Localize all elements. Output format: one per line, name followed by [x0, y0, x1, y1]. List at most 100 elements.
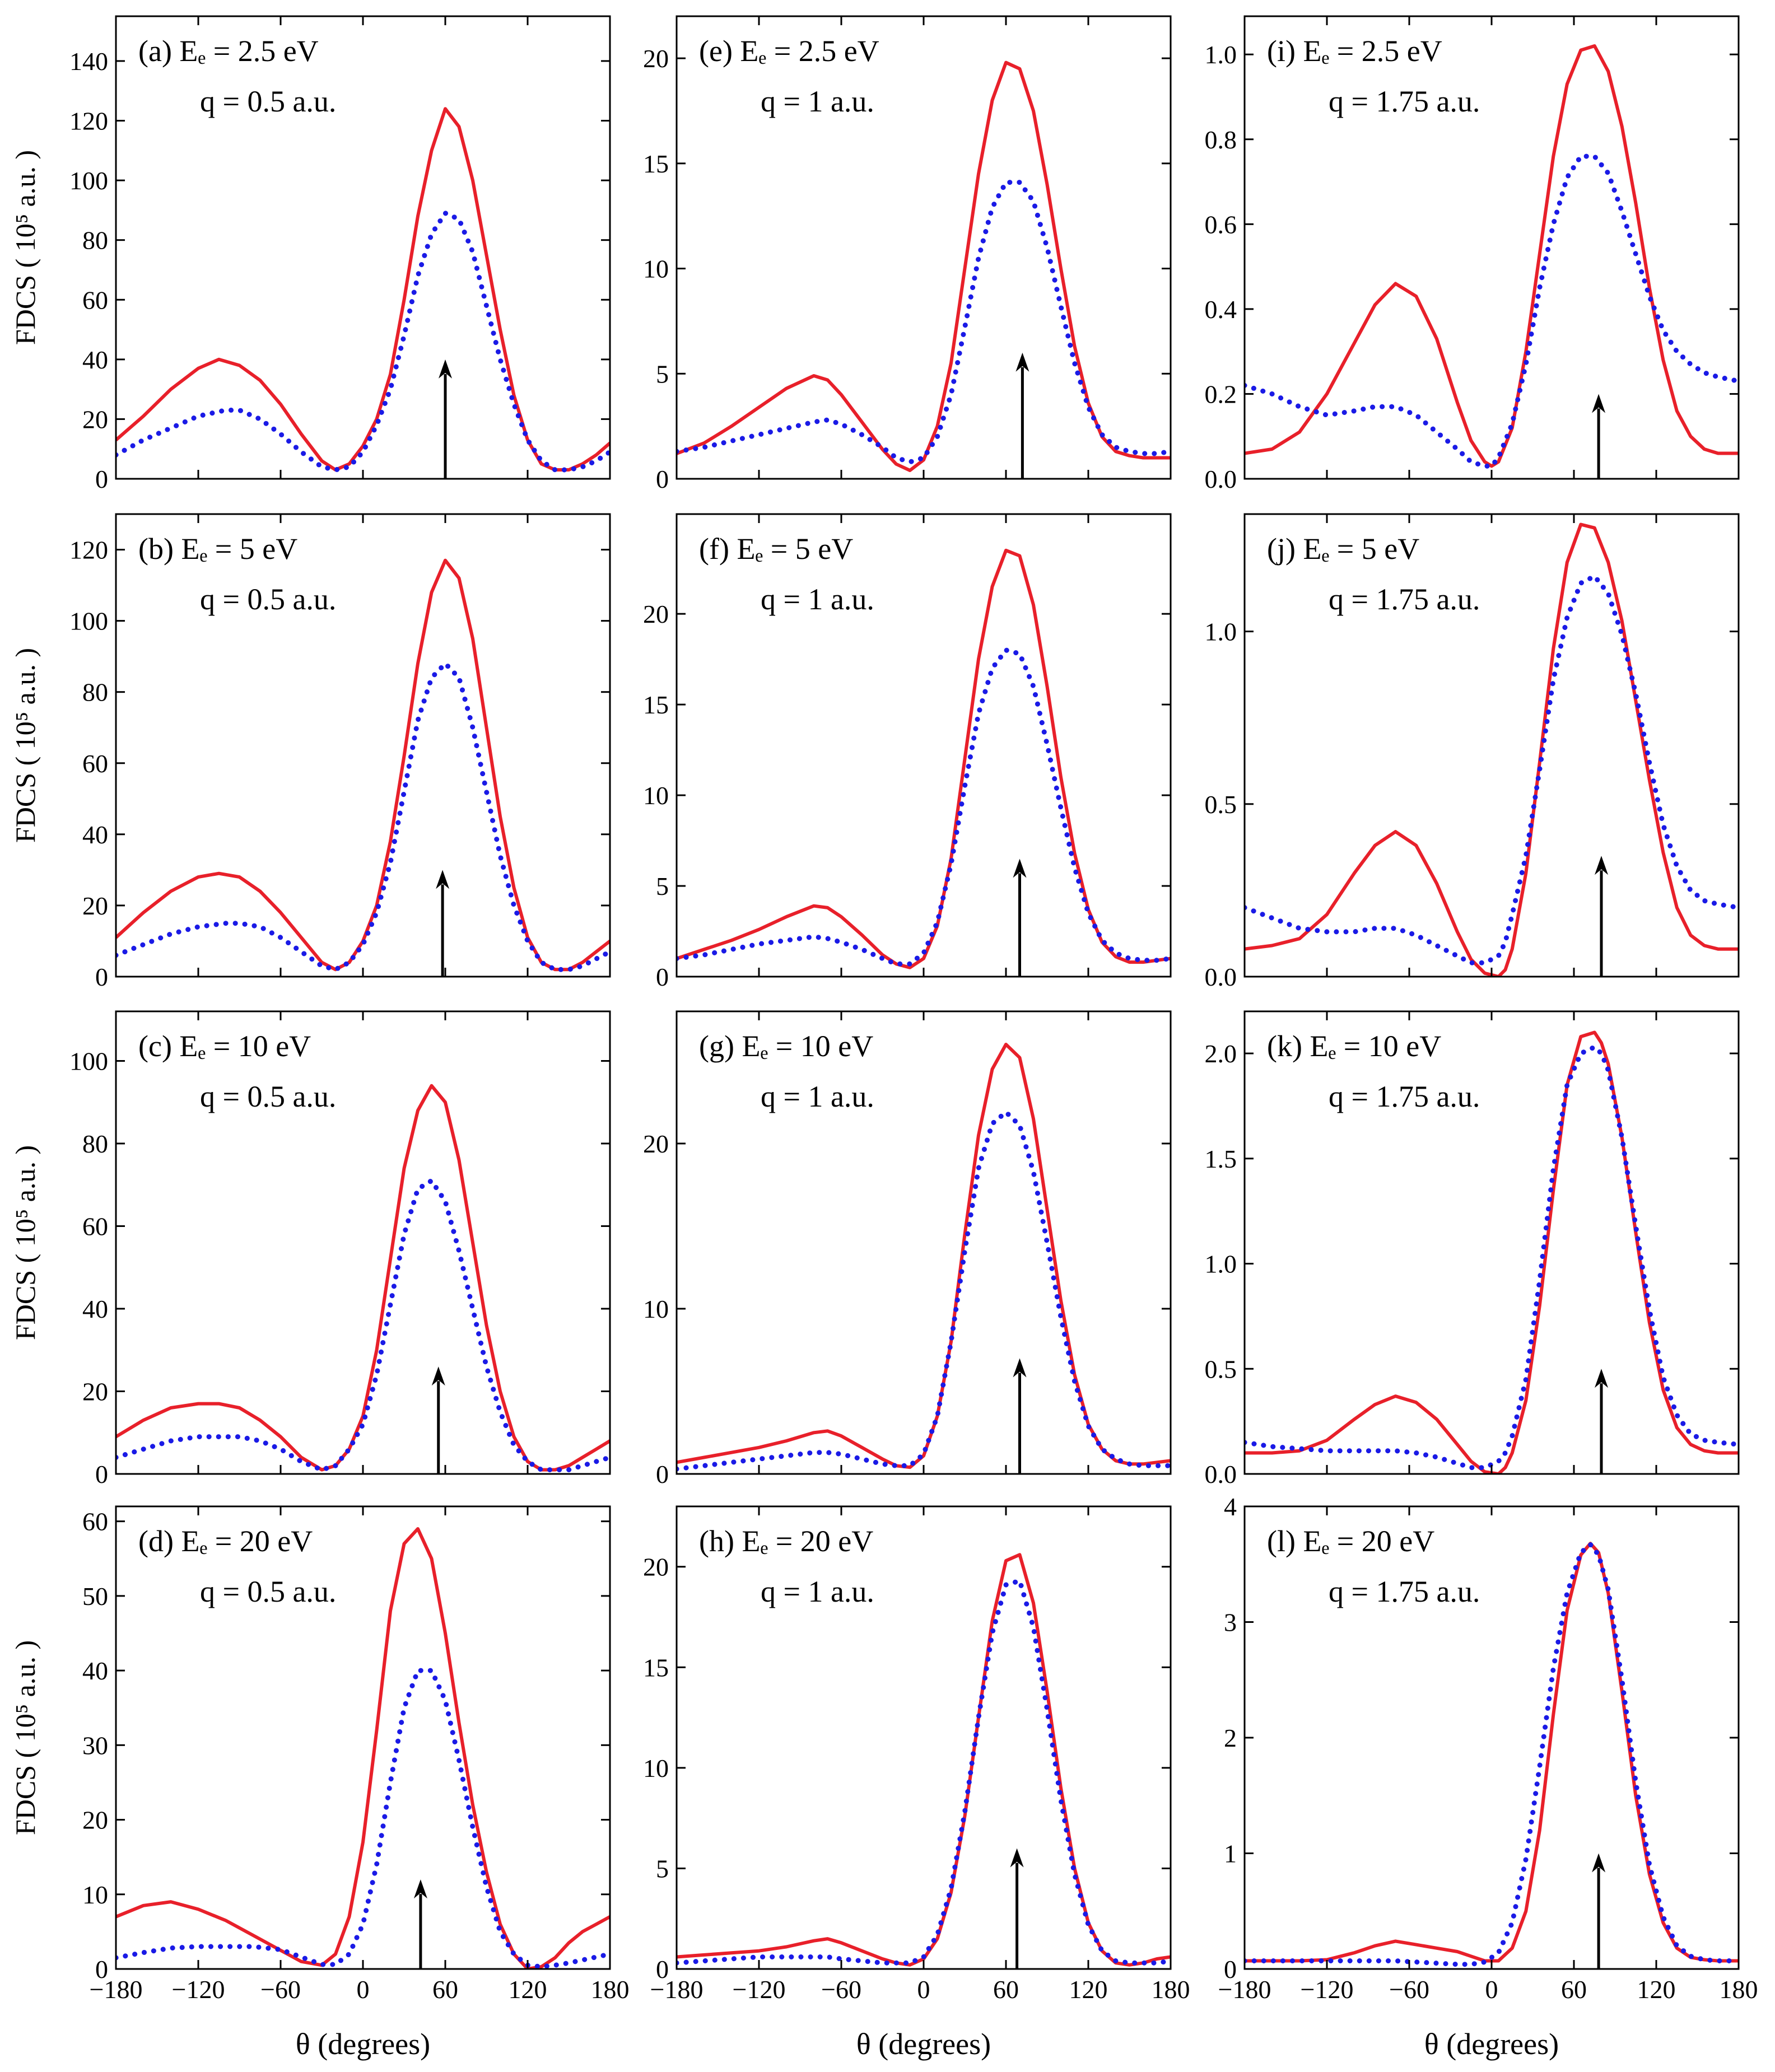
- panel-subtitle-d: q = 0.5 a.u.: [200, 1575, 336, 1608]
- y-tick-label: 20: [643, 1553, 669, 1581]
- series-solid-j: [1245, 522, 1739, 977]
- x-tick-label: −180: [650, 1975, 704, 2004]
- y-tick-label: 80: [82, 1130, 108, 1158]
- y-tick-label: 20: [82, 1378, 108, 1406]
- panel-d: −180 −120 −60 0 60 120 180 0 10 20 30 40 50 60 (d) Eₑ …: [82, 1505, 630, 2004]
- y-tick-label: 40: [82, 820, 108, 849]
- panel-title-c: (c) Eₑ = 10 eV: [138, 1029, 311, 1063]
- series-dotted-g: [677, 1108, 1171, 1472]
- panel-l: −180 −120 −60 0 60 120 180 0 1 2 3 4 (l) Eₑ = 20 eV q…: [1218, 1492, 1758, 2004]
- panel-title-f: (f) Eₑ = 5 eV: [699, 532, 853, 566]
- y-tick-label: 0: [95, 1460, 108, 1488]
- y-tick-label: 1.0: [1205, 618, 1237, 646]
- panel-subtitle-c: q = 0.5 a.u.: [200, 1080, 336, 1113]
- panel-h: −180 −120 −60 0 60 120 180 0 5 10 15 20 (h) Eₑ = 20 …: [643, 1505, 1190, 2004]
- y-tick-label: 0.4: [1205, 295, 1237, 324]
- y-tick-label: 0: [95, 963, 108, 991]
- series-dotted-a: [116, 210, 610, 473]
- series-solid-a: [116, 107, 610, 472]
- x-tick-label: −60: [1389, 1975, 1429, 2004]
- y-tick-label: 20: [82, 405, 108, 433]
- plot-frame-l: [1243, 1505, 1740, 1970]
- series-solid-c: [116, 1084, 610, 1472]
- series-solid-e: [677, 60, 1171, 472]
- y-axis-label: FDCS ( 10⁵ a.u. ): [10, 648, 41, 843]
- y-tick-label: 4: [1224, 1492, 1237, 1521]
- series-dotted-l: [1245, 1541, 1739, 1967]
- series-dotted-e: [677, 180, 1171, 465]
- panel-subtitle-l: q = 1.75 a.u.: [1329, 1575, 1480, 1608]
- x-tick-label: 180: [1720, 1975, 1758, 2004]
- x-tick-label: 60: [432, 1975, 458, 2004]
- panel-title-h: (h) Eₑ = 20 eV: [699, 1524, 873, 1558]
- y-tick-label: 10: [643, 1295, 669, 1323]
- arrow-head-j: [1595, 856, 1608, 875]
- x-axis-label: θ (degrees): [856, 2027, 991, 2061]
- plot-frame-h: [675, 1505, 1172, 1970]
- series-solid-l: [1245, 1542, 1739, 1963]
- panel-subtitle-k: q = 1.75 a.u.: [1329, 1080, 1480, 1113]
- plot-frame-b: [115, 513, 611, 978]
- panel-title-d: (d) Eₑ = 20 eV: [138, 1524, 313, 1558]
- panel-e: 0 5 10 15 20 (e) Eₑ = 2.5 eV q = 1 a.u.: [643, 15, 1172, 493]
- y-tick-label: 0.8: [1205, 125, 1237, 154]
- plot-frame-j: [1243, 513, 1740, 978]
- panel-c: 0 20 40 60 80 100 (c) Eₑ = 10 eV q = 0.5 a.u.: [69, 1010, 611, 1488]
- y-tick-label: 0: [95, 1955, 108, 1984]
- y-axis-label: FDCS ( 10⁵ a.u. ): [10, 1640, 41, 1835]
- panel-subtitle-j: q = 1.75 a.u.: [1329, 582, 1480, 616]
- y-tick-label: 15: [643, 150, 669, 178]
- x-tick-label: 60: [1561, 1975, 1587, 2004]
- y-tick-label: 5: [656, 872, 669, 900]
- panel-subtitle-f: q = 1 a.u.: [761, 582, 874, 616]
- y-tick-label: 5: [656, 1854, 669, 1883]
- y-tick-label: 0: [656, 1955, 669, 1984]
- series-dotted-c: [116, 1177, 610, 1473]
- y-tick-label: 60: [82, 286, 108, 314]
- plot-frame-d: [115, 1505, 611, 1970]
- y-tick-label: 0.5: [1205, 790, 1237, 819]
- plot-frame-k: [1243, 1010, 1740, 1475]
- y-tick-label: 20: [643, 600, 669, 628]
- x-axis-label: θ (degrees): [1424, 2027, 1559, 2061]
- y-tick-label: 40: [82, 1656, 108, 1685]
- x-tick-label: 120: [1637, 1975, 1676, 2004]
- plot-frame-g: [675, 1010, 1172, 1475]
- y-tick-label: 0: [656, 1460, 669, 1488]
- series-dotted-h: [677, 1578, 1171, 1966]
- panel-title-b: (b) Eₑ = 5 eV: [138, 532, 297, 566]
- y-tick-label: 20: [82, 892, 108, 920]
- y-tick-label: 20: [643, 1130, 669, 1158]
- panel-subtitle-e: q = 1 a.u.: [761, 85, 874, 118]
- x-tick-label: 180: [591, 1975, 630, 2004]
- y-tick-label: 40: [82, 346, 108, 374]
- series-solid-d: [116, 1527, 610, 1969]
- panel-subtitle-a: q = 0.5 a.u.: [200, 85, 336, 118]
- y-tick-label: 40: [82, 1295, 108, 1323]
- x-tick-label: 0: [357, 1975, 370, 2004]
- y-tick-label: 0.0: [1205, 963, 1237, 991]
- y-tick-label: 120: [69, 107, 108, 136]
- x-tick-label: 0: [917, 1975, 930, 2004]
- y-tick-label: 100: [69, 1047, 108, 1076]
- plot-frame-a: [115, 15, 611, 480]
- y-tick-label: 80: [82, 226, 108, 255]
- panel-b: 0 20 40 60 80 100 120 (b) Eₑ = 5 eV q = 0.5 a.u.: [69, 513, 611, 991]
- panel-subtitle-g: q = 1 a.u.: [761, 1080, 874, 1113]
- x-tick-label: −120: [172, 1975, 225, 2004]
- x-tick-label: −60: [260, 1975, 301, 2004]
- arrow-head-d: [413, 1879, 427, 1899]
- y-tick-label: 80: [82, 678, 108, 707]
- x-tick-label: −60: [821, 1975, 861, 2004]
- y-tick-label: 5: [656, 360, 669, 388]
- panel-g: 0 10 20 (g) Eₑ = 10 eV q = 1 a.u.: [643, 1010, 1172, 1488]
- panel-title-j: (j) Eₑ = 5 eV: [1267, 532, 1419, 566]
- panel-i: 0.0 0.2 0.4 0.6 0.8 1.0 (i) Eₑ = 2.5 eV q = 1.7…: [1205, 15, 1740, 493]
- y-axis-label: FDCS ( 10⁵ a.u. ): [10, 150, 41, 345]
- x-tick-label: −120: [733, 1975, 786, 2004]
- series-solid-k: [1245, 1030, 1739, 1474]
- series-dotted-f: [677, 647, 1171, 967]
- y-tick-label: 100: [69, 607, 108, 636]
